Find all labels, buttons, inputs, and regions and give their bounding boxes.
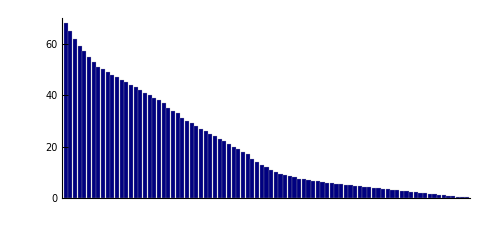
Bar <box>63 23 68 198</box>
Bar <box>222 142 227 198</box>
Bar <box>157 100 161 198</box>
Bar <box>96 67 100 198</box>
Bar <box>190 124 194 198</box>
Bar <box>162 103 166 198</box>
Bar <box>250 160 254 198</box>
Bar <box>437 195 441 198</box>
Bar <box>376 188 381 198</box>
Bar <box>152 98 156 198</box>
Bar <box>269 170 273 198</box>
Bar <box>330 183 334 198</box>
Bar <box>358 186 362 198</box>
Bar <box>325 182 329 198</box>
Bar <box>460 197 465 198</box>
Bar <box>82 52 86 198</box>
Bar <box>362 187 367 198</box>
Bar <box>335 184 338 198</box>
Bar <box>217 139 222 198</box>
Bar <box>129 85 133 198</box>
Bar <box>171 110 175 198</box>
Bar <box>353 186 357 198</box>
Bar <box>166 108 170 198</box>
Bar <box>385 189 390 198</box>
Bar <box>255 162 259 198</box>
Bar <box>320 182 324 198</box>
Bar <box>147 95 152 198</box>
Bar <box>283 175 287 198</box>
Bar <box>297 179 301 198</box>
Bar <box>432 194 436 198</box>
Bar <box>301 180 306 198</box>
Bar <box>339 184 343 198</box>
Bar <box>246 154 250 198</box>
Bar <box>395 190 399 198</box>
Bar <box>404 191 408 198</box>
Bar <box>133 88 138 198</box>
Bar <box>428 194 432 198</box>
Bar <box>92 62 96 198</box>
Bar <box>451 196 455 198</box>
Bar <box>419 193 422 198</box>
Bar <box>87 56 91 198</box>
Bar <box>264 167 268 198</box>
Bar <box>73 38 77 198</box>
Bar <box>367 187 371 198</box>
Bar <box>204 131 208 198</box>
Bar <box>409 192 413 198</box>
Bar <box>292 178 297 198</box>
Bar <box>110 74 114 198</box>
Bar <box>208 134 213 198</box>
Bar <box>180 118 184 198</box>
Bar <box>227 144 231 198</box>
Bar <box>232 146 236 198</box>
Bar <box>306 180 311 198</box>
Bar <box>185 121 189 198</box>
Bar <box>456 197 460 198</box>
Bar <box>414 192 418 198</box>
Bar <box>241 152 245 198</box>
Bar <box>236 149 240 198</box>
Bar <box>348 185 352 198</box>
Bar <box>278 173 283 198</box>
Bar <box>260 164 264 198</box>
Bar <box>124 82 129 198</box>
Bar <box>78 46 82 198</box>
Bar <box>143 92 147 198</box>
Bar <box>101 70 105 198</box>
Bar <box>176 113 180 198</box>
Bar <box>372 188 376 198</box>
Bar <box>274 172 278 198</box>
Bar <box>115 77 119 198</box>
Bar <box>311 180 315 198</box>
Bar <box>68 31 72 198</box>
Bar <box>138 90 143 198</box>
Bar <box>316 181 320 198</box>
Bar <box>344 185 348 198</box>
Bar <box>194 126 198 198</box>
Bar <box>423 193 427 198</box>
Bar <box>213 136 217 198</box>
Bar <box>400 191 404 198</box>
Bar <box>442 196 446 198</box>
Bar <box>390 190 395 198</box>
Bar <box>106 72 110 198</box>
Bar <box>288 176 292 198</box>
Bar <box>446 196 451 198</box>
Bar <box>120 80 124 198</box>
Bar <box>381 189 385 198</box>
Bar <box>199 128 203 198</box>
